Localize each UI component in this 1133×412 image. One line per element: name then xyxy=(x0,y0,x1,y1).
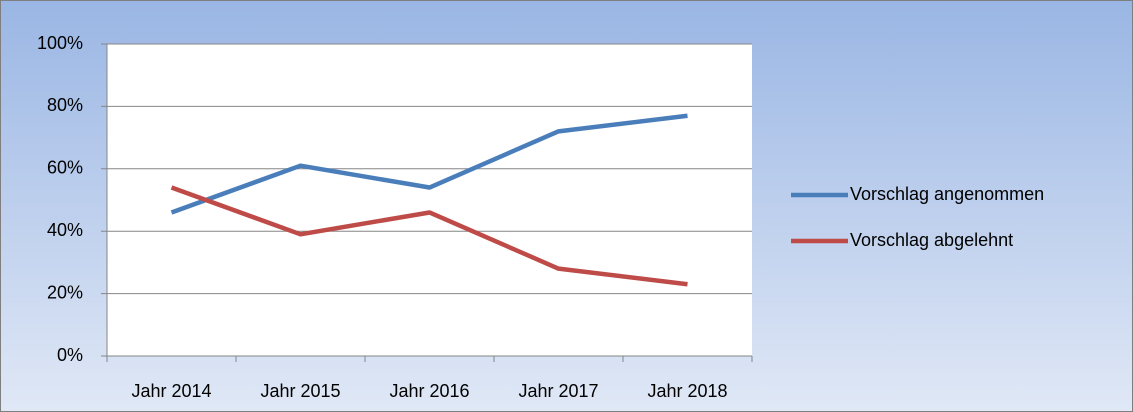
x-tick-label: Jahr 2017 xyxy=(518,381,598,401)
y-tick-label: 20% xyxy=(47,282,83,302)
y-tick-label: 0% xyxy=(57,345,83,365)
x-tick-label: Jahr 2016 xyxy=(389,381,469,401)
legend-label: Vorschlag abgelehnt xyxy=(850,230,1013,250)
x-tick-label: Jahr 2015 xyxy=(260,381,340,401)
y-tick-label: 100% xyxy=(37,33,83,53)
x-tick-label: Jahr 2014 xyxy=(131,381,211,401)
series-line xyxy=(170,113,688,215)
y-tick-label: 60% xyxy=(47,158,83,178)
plot-area xyxy=(107,44,752,356)
legend-label: Vorschlag angenommen xyxy=(850,184,1044,204)
series-line xyxy=(170,185,688,287)
y-tick-label: 40% xyxy=(47,220,83,240)
x-tick-label: Jahr 2018 xyxy=(647,381,727,401)
y-tick-label: 80% xyxy=(47,95,83,115)
